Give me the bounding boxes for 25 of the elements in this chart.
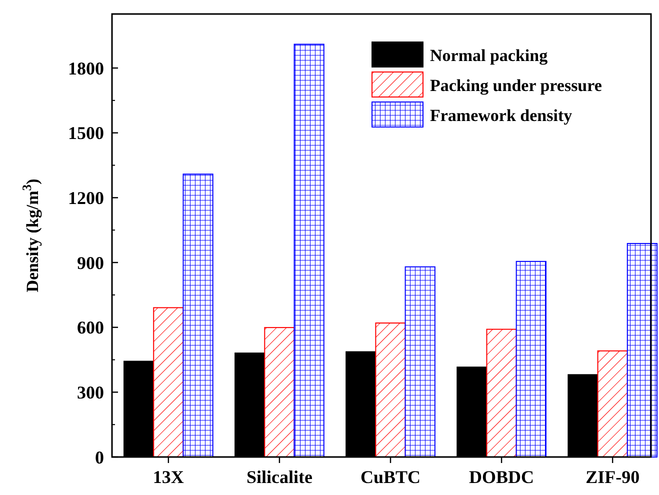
x-tick-label: CuBTC [360, 467, 421, 487]
y-tick-label: 0 [95, 447, 104, 468]
legend-label: Framework density [430, 106, 573, 125]
y-tick-label: 1800 [68, 58, 104, 78]
bar [626, 242, 658, 458]
x-tick-label: 13X [152, 467, 184, 487]
bar [486, 328, 517, 458]
legend-label: Normal packing [430, 46, 548, 65]
y-tick-label: 1500 [68, 123, 104, 144]
y-tick-label: 600 [77, 318, 104, 338]
x-tick-label: Silicalite [246, 467, 312, 487]
bar [375, 322, 406, 458]
x-tick-label: DOBDC [469, 467, 534, 487]
legend-label: Packing under pressure [430, 76, 602, 95]
bar [182, 174, 214, 458]
bar [404, 266, 436, 458]
bar [294, 44, 324, 458]
y-tick-label: 300 [77, 382, 104, 402]
x-tick-label: ZIF-90 [586, 467, 640, 487]
bar [264, 327, 295, 458]
y-tick-label: 900 [77, 252, 104, 273]
bar [153, 307, 184, 458]
bar [597, 350, 628, 458]
y-tick-label: 1200 [68, 188, 104, 208]
bar [516, 260, 546, 458]
